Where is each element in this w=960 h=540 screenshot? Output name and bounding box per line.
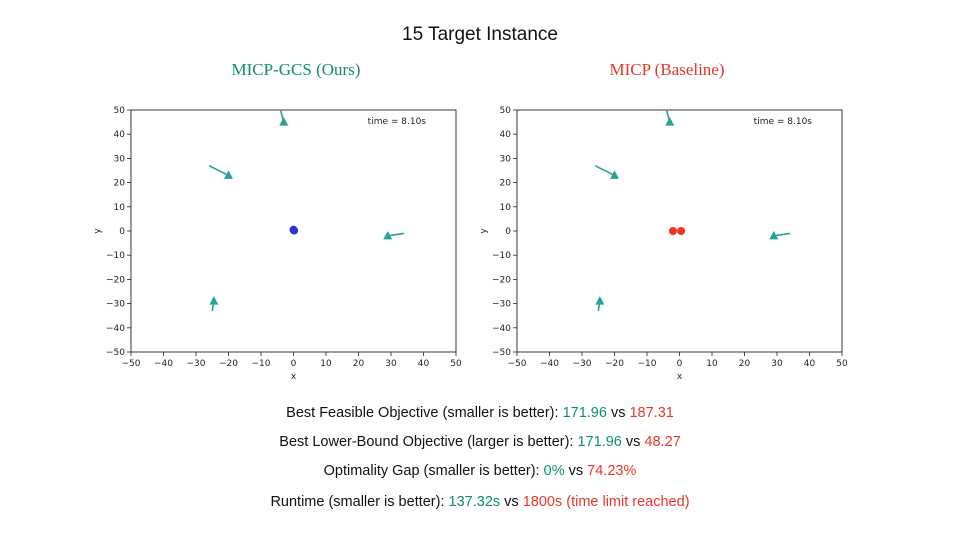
page-title: 15 Target Instance: [402, 24, 558, 45]
baseline-value: 48.27: [644, 434, 681, 450]
y-tick-label: −20: [492, 275, 511, 285]
target-marker: [769, 230, 779, 240]
x-tick-label: −40: [154, 359, 173, 369]
target-marker: [383, 230, 393, 240]
x-tick-label: 40: [804, 359, 816, 369]
x-tick-label: 30: [771, 359, 783, 369]
y-tick-label: −30: [106, 300, 125, 310]
time-annotation: time = 8.10s: [754, 117, 813, 127]
agent-marker: [290, 226, 299, 235]
x-tick-label: −20: [605, 359, 624, 369]
x-tick-label: 40: [418, 359, 430, 369]
x-tick-label: 10: [706, 359, 718, 369]
y-tick-label: −40: [106, 324, 125, 334]
y-tick-label: 30: [114, 154, 126, 164]
x-tick-label: −30: [187, 359, 206, 369]
target-heading: [387, 232, 405, 237]
ours-value: 137.32s: [448, 494, 501, 510]
x-axis-label: x: [677, 372, 683, 382]
ours-trajectory-plot: −50 −40 −30 −20 −10 0 10 20 30 40 50 −50 −40 −30 −20 −1…: [93, 106, 462, 382]
metric-label: Best Lower-Bound Objective (larger is be…: [279, 434, 578, 450]
baseline-panel-title: MICP (Baseline): [609, 60, 725, 79]
y-tick-label: 30: [500, 154, 512, 164]
y-tick-label: −20: [106, 275, 125, 285]
target-marker: [610, 170, 619, 179]
y-tick-label: 40: [114, 130, 126, 140]
x-tick-label: 20: [739, 359, 751, 369]
time-annotation: time = 8.10s: [368, 117, 427, 127]
ours-value: 171.96: [577, 434, 622, 450]
ours-value: 0%: [543, 463, 565, 479]
target-heading: [773, 232, 791, 237]
metric-lower-bound: Best Lower-Bound Objective (larger is be…: [0, 434, 960, 450]
baseline-value: 187.31: [629, 405, 674, 421]
ours-panel-title: MICP-GCS (Ours): [231, 60, 361, 79]
metric-best-feasible: Best Feasible Objective (smaller is bett…: [0, 405, 960, 421]
y-tick-label: 0: [505, 227, 511, 237]
y-tick-label: −40: [492, 324, 511, 334]
y-tick-label: 40: [500, 130, 512, 140]
x-axis-label: x: [291, 372, 297, 382]
x-tick-label: 30: [385, 359, 397, 369]
target-heading: [208, 164, 229, 177]
y-tick-label: 10: [500, 203, 512, 213]
y-tick-label: 20: [114, 179, 126, 189]
y-tick-label: 0: [119, 227, 125, 237]
vs-text: vs: [500, 494, 523, 510]
target-marker: [665, 117, 675, 126]
y-axis-label: y: [93, 228, 103, 234]
baseline-value: 74.23%: [587, 463, 637, 479]
vs-text: vs: [621, 434, 645, 450]
metric-label: Optimality Gap (smaller is better):: [323, 463, 544, 479]
x-tick-label: 20: [353, 359, 365, 369]
y-tick-label: −30: [492, 300, 511, 310]
y-tick-label: −10: [492, 251, 511, 261]
baseline-trajectory-plot: −50 −40 −30 −20 −10 0 10 20 30 40 50 −50 −40 −30 −20 −1…: [479, 106, 848, 382]
baseline-value: 1800s (time limit reached): [522, 494, 690, 510]
y-axis-label: y: [479, 228, 489, 234]
vs-text: vs: [606, 405, 630, 421]
target-marker: [224, 170, 233, 179]
x-tick-label: −50: [122, 359, 141, 369]
y-tick-label: 50: [500, 106, 512, 116]
x-tick-label: 0: [291, 359, 297, 369]
vs-text: vs: [564, 463, 588, 479]
x-tick-label: 10: [320, 359, 332, 369]
metric-label: Best Feasible Objective (smaller is bett…: [286, 405, 563, 421]
agent-marker: [669, 227, 677, 235]
target-heading: [594, 164, 615, 177]
x-tick-label: −10: [638, 359, 657, 369]
agent-marker: [677, 227, 686, 235]
metric-label: Runtime (smaller is better):: [270, 494, 449, 510]
x-tick-label: −40: [540, 359, 559, 369]
metric-optimality-gap: Optimality Gap (smaller is better): 0% v…: [0, 463, 960, 479]
y-tick-label: −50: [106, 348, 125, 358]
y-tick-label: −10: [106, 251, 125, 261]
y-tick-label: 50: [114, 106, 126, 116]
ours-value: 171.96: [562, 405, 607, 421]
x-tick-label: −50: [508, 359, 527, 369]
x-tick-label: −30: [573, 359, 592, 369]
x-tick-label: 50: [450, 359, 462, 369]
x-tick-label: −20: [219, 359, 238, 369]
y-tick-label: 20: [500, 179, 512, 189]
x-tick-label: −10: [252, 359, 271, 369]
x-tick-label: 0: [677, 359, 683, 369]
x-tick-label: 50: [836, 359, 848, 369]
target-marker: [595, 296, 605, 305]
metric-runtime: Runtime (smaller is better): 137.32s vs …: [0, 494, 960, 510]
y-tick-label: −50: [492, 348, 511, 358]
y-tick-label: 10: [114, 203, 126, 213]
target-marker: [279, 117, 289, 126]
target-marker: [209, 296, 219, 305]
